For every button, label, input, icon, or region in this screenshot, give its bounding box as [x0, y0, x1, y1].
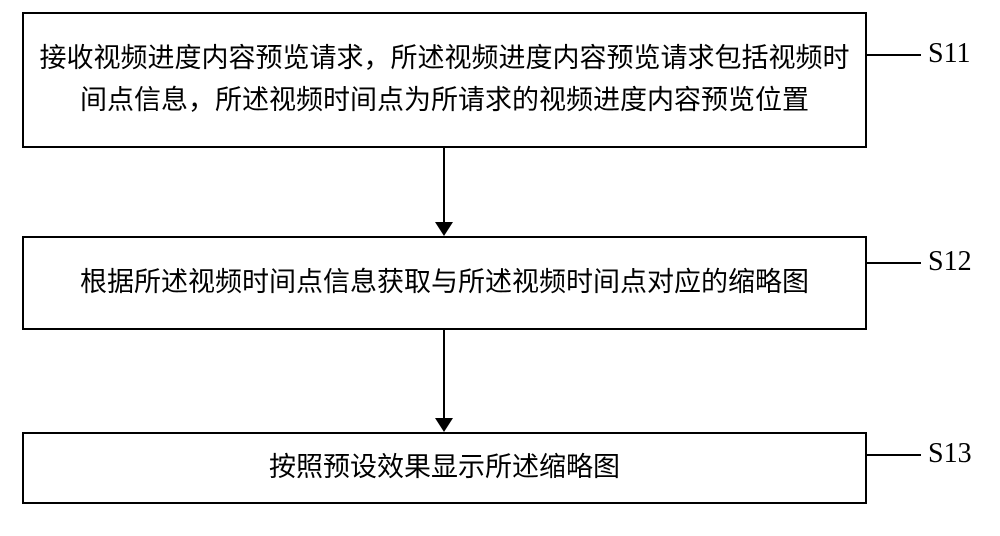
- edge-s11-s12-line: [443, 148, 445, 224]
- label-s13: S13: [928, 438, 972, 470]
- node-s11: 接收视频进度内容预览请求，所述视频进度内容预览请求包括视频时间点信息，所述视频时…: [22, 12, 867, 148]
- node-s13-text: 按照预设效果显示所述缩略图: [269, 447, 620, 489]
- label-s11: S11: [928, 38, 971, 70]
- connector-s13: [867, 454, 921, 456]
- edge-s12-s13-line: [443, 330, 445, 418]
- connector-s11: [867, 54, 921, 56]
- node-s12-text: 根据所述视频时间点信息获取与所述视频时间点对应的缩略图: [80, 262, 809, 304]
- label-s12: S12: [928, 246, 972, 278]
- connector-s12: [867, 262, 921, 264]
- flowchart-canvas: 接收视频进度内容预览请求，所述视频进度内容预览请求包括视频时间点信息，所述视频时…: [0, 0, 1000, 536]
- edge-s12-s13-head: [435, 418, 453, 432]
- node-s11-text: 接收视频进度内容预览请求，所述视频进度内容预览请求包括视频时间点信息，所述视频时…: [38, 38, 851, 122]
- edge-s11-s12-head: [435, 222, 453, 236]
- node-s12: 根据所述视频时间点信息获取与所述视频时间点对应的缩略图: [22, 236, 867, 330]
- node-s13: 按照预设效果显示所述缩略图: [22, 432, 867, 504]
